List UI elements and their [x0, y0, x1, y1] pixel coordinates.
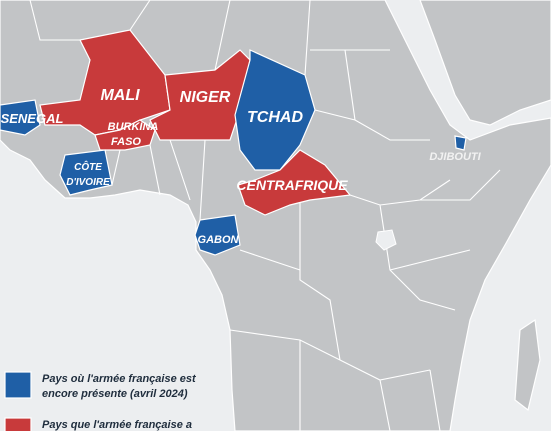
madagascar	[514, 318, 541, 412]
arabia	[419, 0, 551, 126]
country-label: TCHAD	[247, 109, 303, 126]
legend-text: Pays où l'armée française est	[42, 373, 197, 385]
lake-victoria	[375, 229, 397, 251]
country-label: MALI	[100, 87, 140, 104]
legend-swatch	[4, 417, 32, 431]
gabon	[194, 214, 241, 256]
djibouti	[454, 135, 467, 151]
niger	[149, 49, 251, 141]
country-label: DJIBOUTI	[429, 151, 481, 163]
senegal	[0, 99, 41, 136]
country-label: CÔTE	[74, 160, 102, 173]
country-label: CENTRAFRIQUE	[236, 177, 348, 193]
legend-text: Pays que l'armée française a	[42, 419, 192, 431]
country-label: FASO	[111, 136, 141, 148]
borders	[29, 0, 501, 431]
country-label: BURKINA	[108, 121, 159, 133]
centrafrique	[237, 149, 352, 216]
country-label: D'IVOIRE	[66, 177, 110, 188]
country-label: GABON	[198, 234, 240, 246]
legend-swatch	[4, 371, 32, 399]
cote-divoire	[59, 149, 113, 196]
legend-text: encore présente (avril 2024)	[42, 388, 188, 400]
country-label: NIGER	[180, 89, 231, 106]
tchad	[234, 49, 316, 171]
country-label: SENEGAL	[1, 111, 64, 126]
